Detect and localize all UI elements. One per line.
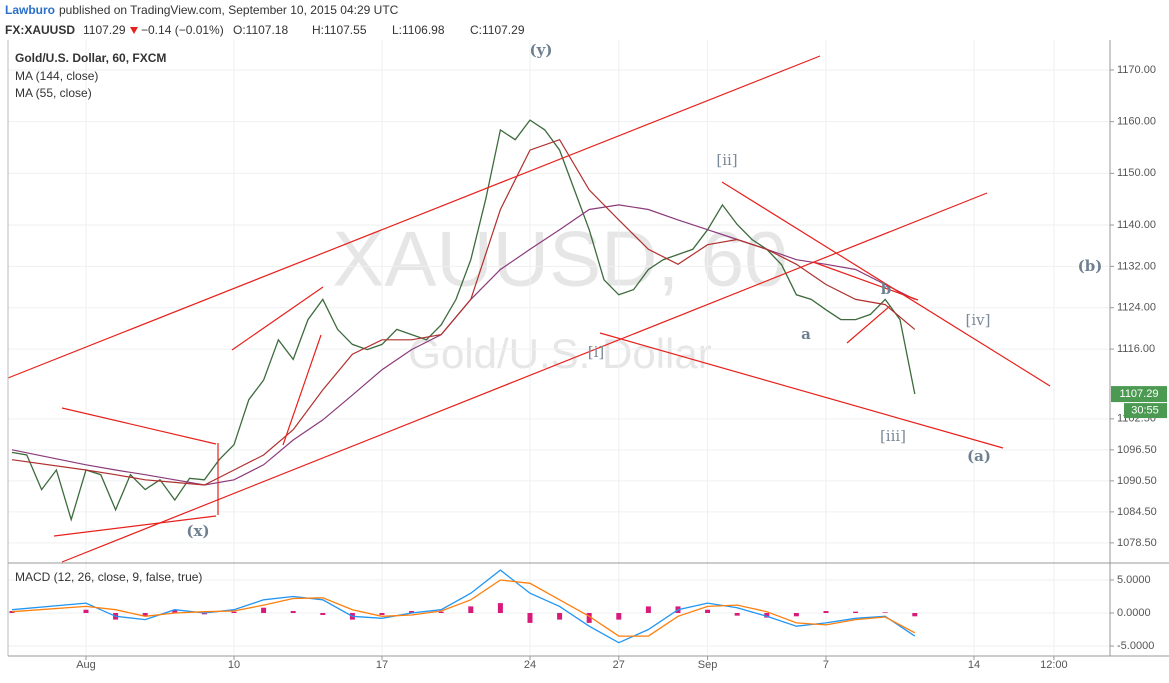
annotation: [ii] [716, 151, 737, 169]
legend-item: MA (144, close) [15, 69, 98, 83]
annotation: a [801, 325, 811, 343]
close: C:1107.29 [470, 23, 525, 37]
y-tick-label: 1084.50 [1117, 506, 1157, 518]
y-tick-label: 5.0000 [1117, 574, 1151, 586]
histogram-bar [142, 613, 148, 617]
countdown-label: 30:55 [1131, 404, 1159, 416]
symbol: FX:XAUUSD [5, 23, 75, 37]
annotation: [iii] [880, 427, 906, 445]
published: published on TradingView.com, September … [59, 3, 399, 17]
y-tick-label: 1132.00 [1117, 260, 1156, 272]
trend-line [53, 515, 217, 537]
histogram-bar [201, 613, 207, 615]
histogram-bar [734, 613, 740, 616]
histogram-bar [882, 612, 888, 614]
last-price-label: 1107.29 [1120, 388, 1159, 400]
annotation: [iv] [966, 311, 991, 329]
histogram-bar [527, 613, 533, 623]
histogram-bar [586, 613, 592, 623]
trend-line [282, 334, 322, 446]
signal-line [11, 579, 916, 637]
plot [9, 119, 918, 644]
histogram-bar [83, 609, 89, 614]
histogram-bar [320, 613, 326, 615]
x-tick-label: 14 [968, 659, 980, 671]
y-tick-label: 1090.50 [1117, 475, 1157, 487]
annotation: [i] [588, 343, 605, 361]
x-tick-label: 24 [524, 659, 536, 671]
moving-average [11, 138, 916, 486]
histogram-bar [705, 609, 711, 614]
annotation: (y) [530, 41, 553, 59]
trend-line [721, 181, 1051, 387]
histogram-bar [379, 613, 385, 615]
y-tick-label: 1170.00 [1117, 64, 1156, 76]
histogram-bar [9, 611, 15, 614]
histogram-bar [557, 613, 563, 620]
macd-title: MACD (12, 26, close, 9, false, true) [15, 570, 202, 584]
annotation: b [881, 280, 892, 298]
y-tick-label: 1096.50 [1117, 444, 1157, 456]
trend-line [599, 332, 1004, 449]
y-tick-label: 1140.00 [1117, 219, 1156, 231]
y-tick-label: 1124.00 [1117, 302, 1156, 314]
y-tick-label: 1078.50 [1117, 537, 1157, 549]
x-tick-label: Aug [76, 659, 96, 671]
watermark-sub: Gold/U.S. Dollar [408, 330, 711, 377]
low: L:1106.98 [392, 23, 445, 37]
annotation: (b) [1078, 257, 1103, 275]
y-tick-label: 0.0000 [1117, 607, 1151, 619]
high: H:1107.55 [312, 23, 367, 37]
x-tick-label: 17 [376, 659, 388, 671]
histogram-bar [468, 606, 474, 614]
drawings: (y) [ii] (b) [iv] b a [i] [iii] (a) (x) [7, 41, 1103, 563]
annotation: (a) [967, 447, 991, 465]
down-arrow [130, 27, 138, 34]
y-tick-label: 1116.00 [1117, 343, 1155, 355]
y-tick-label: 1160.00 [1117, 116, 1156, 128]
trend-line [846, 305, 891, 344]
histogram-bar [497, 603, 503, 614]
legend-item: MA (55, close) [15, 86, 92, 100]
histogram-bar [231, 611, 237, 614]
x-tick-label: 7 [823, 659, 829, 671]
y-tick-label: -5.0000 [1117, 640, 1154, 652]
open: O:1107.18 [233, 23, 288, 37]
axes: Gold/U.S. Dollar, 60, FXCM MA (144, clos… [7, 40, 1169, 671]
y-tick-label: 1150.00 [1117, 167, 1156, 179]
histogram-bar [616, 613, 622, 620]
change: −0.14 (−0.01%) [141, 23, 224, 37]
last-price-box [1111, 386, 1167, 403]
countdown-box [1124, 403, 1167, 419]
histogram-bar [645, 606, 651, 614]
histogram-bar [172, 609, 178, 614]
x-tick-label: Sep [698, 659, 718, 671]
x-tick-label: 12:00 [1040, 659, 1068, 671]
histogram-bar [912, 613, 918, 617]
trend-line [61, 407, 217, 445]
trend-line [7, 55, 821, 379]
price-line [11, 119, 916, 522]
watermark: XAUUSD, 60 [332, 215, 787, 303]
histogram-bar [853, 611, 859, 614]
histogram-bar [823, 611, 829, 614]
price: 1107.29 [83, 23, 126, 37]
trend-line [231, 286, 324, 351]
trend-line [61, 192, 988, 563]
author[interactable]: Lawburo [5, 3, 55, 17]
annotation: (x) [186, 522, 209, 540]
trend-line [812, 261, 919, 301]
legend-title: Gold/U.S. Dollar, 60, FXCM [15, 51, 166, 65]
x-tick-label: 10 [228, 659, 240, 671]
histogram-bar [290, 611, 296, 614]
histogram-bar [793, 613, 799, 617]
x-tick-label: 27 [613, 659, 625, 671]
histogram-bar [261, 607, 267, 614]
histogram-bar [764, 613, 770, 618]
histogram-bar [409, 611, 415, 614]
histogram-bar [438, 611, 444, 614]
